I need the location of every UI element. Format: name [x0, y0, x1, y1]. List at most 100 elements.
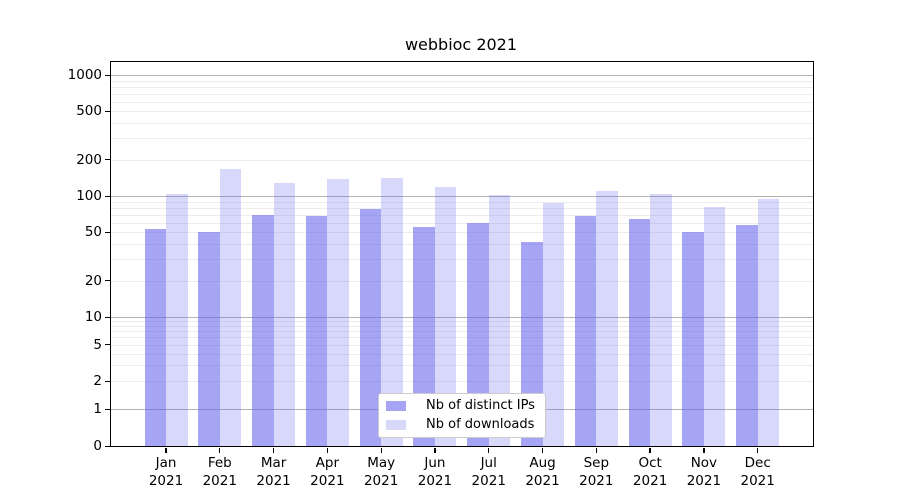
x-tick-label-line: Dec: [744, 455, 771, 471]
y-tick-label: 0: [93, 438, 102, 454]
bar-nb-of-downloads-feb-2021: [219, 169, 242, 446]
major-gridline: [111, 75, 813, 76]
x-tick-label-line: 2021: [632, 473, 668, 489]
y-tick-mark: [105, 316, 111, 318]
y-tick-label: 2: [93, 373, 102, 390]
minor-gridline: [111, 111, 813, 113]
legend-label-downloads: Nb of downloads: [426, 417, 535, 432]
major-gridline: [111, 196, 813, 197]
y-tick-label: 20: [84, 272, 102, 289]
x-tick-label: Aug 2021: [513, 454, 573, 490]
major-gridline: [111, 317, 813, 318]
x-tick-label-line: 2021: [417, 473, 453, 489]
minor-gridline: [111, 123, 813, 125]
bar-nb-of-downloads-jan-2021: [166, 193, 188, 446]
x-tick-label-line: 2021: [740, 473, 775, 489]
bar-nb-of-distinct-ips-apr-2021: [305, 216, 328, 446]
legend-swatch-distinct-ips: [386, 401, 406, 411]
y-tick-label: 100: [76, 188, 102, 204]
x-tick-mark: [219, 447, 221, 453]
minor-gridline: [111, 93, 813, 95]
x-tick-label-line: 2021: [310, 473, 345, 489]
bar-nb-of-distinct-ips-jul-2021: [467, 222, 489, 446]
x-tick-label: Dec 2021: [728, 454, 788, 490]
minor-gridline: [111, 325, 813, 327]
x-tick-label-line: 2021: [256, 473, 291, 489]
minor-gridline: [111, 207, 813, 209]
legend-swatch-downloads: [386, 420, 406, 430]
x-tick-label-line: Nov: [690, 455, 718, 471]
x-tick-label-line: 2021: [471, 473, 506, 489]
bar-nb-of-distinct-ips-dec-2021: [736, 224, 758, 446]
x-tick-label-line: May: [367, 455, 396, 471]
x-tick-label-line: Jul: [480, 455, 497, 471]
x-tick-mark: [380, 447, 382, 453]
x-tick-label-line: Mar: [260, 455, 287, 471]
bar-nb-of-distinct-ips-feb-2021: [198, 232, 220, 446]
x-tick-label-line: 2021: [686, 473, 722, 489]
x-tick-mark: [434, 447, 436, 453]
y-tick-label: 5: [93, 336, 102, 353]
x-tick-label-line: 2021: [525, 473, 560, 489]
y-tick-label: 200: [76, 151, 102, 168]
bar-nb-of-downloads-dec-2021: [757, 198, 780, 446]
minor-gridline: [111, 259, 813, 261]
x-tick-label-line: 2021: [148, 473, 184, 489]
x-tick-mark: [488, 447, 490, 453]
legend-label-distinct-ips: Nb of distinct IPs: [426, 398, 535, 413]
minor-gridline: [111, 280, 813, 282]
y-tick-mark: [105, 195, 111, 197]
y-tick-mark: [105, 159, 111, 161]
x-tick-label-line: 2021: [202, 473, 237, 489]
x-tick-label: Jun 2021: [405, 454, 465, 490]
minor-gridline: [111, 214, 813, 216]
bar-nb-of-downloads-aug-2021: [542, 203, 565, 446]
x-tick-label-line: Jan: [155, 455, 177, 471]
y-tick-mark: [105, 231, 111, 234]
x-tick-label: Jul 2021: [459, 454, 519, 490]
legend-item-distinct-ips: Nb of distinct IPs: [379, 399, 545, 413]
bar-nb-of-distinct-ips-sep-2021: [574, 216, 597, 446]
bar-nb-of-downloads-oct-2021: [650, 194, 672, 446]
bar-nb-of-distinct-ips-may-2021: [359, 209, 382, 446]
x-tick-mark: [649, 447, 651, 453]
x-tick-label: Apr 2021: [297, 454, 357, 490]
bar-nb-of-downloads-apr-2021: [327, 179, 349, 446]
x-tick-label-line: Jun: [424, 455, 446, 471]
x-tick-mark: [703, 447, 705, 453]
bar-nb-of-downloads-jun-2021: [434, 186, 457, 446]
x-tick-mark: [541, 447, 544, 453]
y-tick-mark: [105, 74, 111, 76]
minor-gridline: [111, 232, 813, 234]
minor-gridline: [111, 353, 813, 355]
x-tick-label: Oct 2021: [620, 454, 680, 490]
minor-gridline: [111, 344, 813, 346]
bar-nb-of-distinct-ips-oct-2021: [628, 219, 651, 446]
minor-gridline: [111, 159, 813, 161]
y-tick-label: 50: [84, 224, 102, 241]
minor-gridline: [111, 222, 813, 224]
minor-gridline: [111, 381, 813, 383]
x-tick-label: Sep 2021: [566, 454, 626, 490]
bar-nb-of-distinct-ips-jan-2021: [144, 229, 166, 446]
plot-area: 0 1 2 5 10 20 50 100 200 500 1000 Jan 2021 Feb 2021 Mar…: [68, 61, 814, 489]
bar-nb-of-downloads-jul-2021: [488, 194, 511, 446]
minor-gridline: [111, 138, 813, 140]
minor-gridline: [111, 86, 813, 88]
x-tick-label: May 2021: [351, 454, 411, 490]
chart-title: webbioc 2021: [404, 35, 518, 54]
minor-gridline: [111, 337, 813, 339]
y-tick-mark: [105, 445, 111, 447]
bar-nb-of-distinct-ips-mar-2021: [252, 215, 274, 446]
x-tick-mark: [272, 447, 275, 453]
minor-gridline: [111, 321, 813, 323]
y-tick-mark: [105, 110, 111, 113]
minor-gridline: [111, 365, 813, 367]
bar-nb-of-downloads-nov-2021: [703, 207, 726, 446]
x-tick-mark: [757, 447, 759, 453]
minor-gridline: [111, 80, 813, 82]
y-tick-label: 1: [93, 401, 102, 417]
legend: Nb of distinct IPs Nb of downloads: [378, 393, 546, 438]
minor-gridline: [111, 201, 813, 203]
x-tick-label-line: 2021: [363, 473, 399, 489]
